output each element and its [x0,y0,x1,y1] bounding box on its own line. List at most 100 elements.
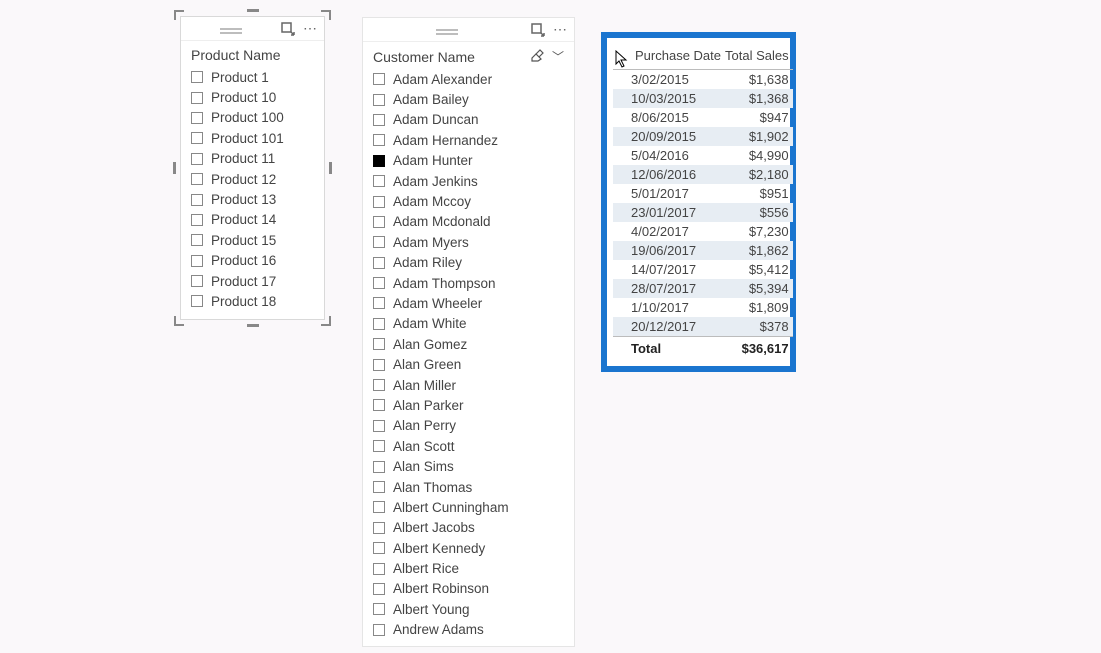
table-row[interactable]: 28/07/2017$5,394 [613,279,793,298]
table-row[interactable]: 23/01/2017$556 [613,203,793,222]
slicer-item[interactable]: Alan Scott [373,436,570,456]
checkbox-icon[interactable] [191,295,203,307]
slicer-item[interactable]: Adam Hunter [373,151,570,171]
checkbox-icon[interactable] [373,73,385,85]
checkbox-icon[interactable] [191,173,203,185]
slicer-item[interactable]: Adam White [373,314,570,334]
checkbox-icon[interactable] [373,359,385,371]
slicer-item[interactable]: Product 15 [191,230,320,250]
sales-table-visual[interactable]: Purchase Date Total Sales 3/02/2015$1,63… [601,32,796,372]
checkbox-icon[interactable] [373,236,385,248]
table-row[interactable]: 3/02/2015$1,638 [613,70,793,90]
slicer-item[interactable]: Alan Green [373,354,570,374]
table-row[interactable]: 8/06/2015$947 [613,108,793,127]
checkbox-icon[interactable] [373,501,385,513]
checkbox-icon[interactable] [191,112,203,124]
checkbox-icon[interactable] [373,318,385,330]
customer-slicer[interactable]: ⋯ Customer Name ﹀ Adam AlexanderAdam Bai… [362,17,575,647]
slicer-item[interactable]: Product 101 [191,128,320,148]
checkbox-icon[interactable] [373,522,385,534]
slicer-item[interactable]: Product 100 [191,108,320,128]
column-header-date[interactable]: Purchase Date [613,44,723,70]
checkbox-icon[interactable] [373,481,385,493]
checkbox-icon[interactable] [191,234,203,246]
slicer-item[interactable]: Product 12 [191,169,320,189]
drag-grip-icon[interactable] [369,29,524,31]
checkbox-icon[interactable] [191,255,203,267]
checkbox-icon[interactable] [191,71,203,83]
checkbox-icon[interactable] [373,155,385,167]
slicer-item[interactable]: Andrew Adams [373,620,570,640]
slicer-item[interactable]: Product 10 [191,87,320,107]
checkbox-icon[interactable] [373,175,385,187]
table-row[interactable]: 19/06/2017$1,862 [613,241,793,260]
checkbox-icon[interactable] [191,214,203,226]
checkbox-icon[interactable] [373,542,385,554]
slicer-item[interactable]: Albert Young [373,599,570,619]
checkbox-icon[interactable] [191,194,203,206]
table-row[interactable]: 14/07/2017$5,412 [613,260,793,279]
slicer-item[interactable]: Product 11 [191,149,320,169]
slicer-item[interactable]: Adam Wheeler [373,293,570,313]
checkbox-icon[interactable] [373,583,385,595]
table-row[interactable]: 10/03/2015$1,368 [613,89,793,108]
slicer-item[interactable]: Product 13 [191,189,320,209]
checkbox-icon[interactable] [373,461,385,473]
focus-mode-icon[interactable] [530,22,546,38]
chevron-down-icon[interactable]: ﹀ [552,48,564,65]
checkbox-icon[interactable] [373,563,385,575]
checkbox-icon[interactable] [373,257,385,269]
checkbox-icon[interactable] [191,92,203,104]
table-row[interactable]: 5/04/2016$4,990 [613,146,793,165]
slicer-item[interactable]: Adam Jenkins [373,171,570,191]
checkbox-icon[interactable] [373,196,385,208]
slicer-item[interactable]: Adam Mccoy [373,191,570,211]
slicer-item[interactable]: Adam Mcdonald [373,212,570,232]
table-row[interactable]: 12/06/2016$2,180 [613,165,793,184]
slicer-item[interactable]: Product 18 [191,291,320,311]
slicer-item[interactable]: Alan Gomez [373,334,570,354]
table-row[interactable]: 4/02/2017$7,230 [613,222,793,241]
checkbox-icon[interactable] [373,216,385,228]
more-options-icon[interactable]: ⋯ [302,21,318,37]
slicer-item[interactable]: Product 14 [191,210,320,230]
table-row[interactable]: 1/10/2017$1,809 [613,298,793,317]
slicer-item[interactable]: Adam Duncan [373,110,570,130]
slicer-item[interactable]: Alan Perry [373,416,570,436]
column-header-sales[interactable]: Total Sales [723,44,793,70]
checkbox-icon[interactable] [191,275,203,287]
checkbox-icon[interactable] [373,114,385,126]
slicer-item[interactable]: Adam Myers [373,232,570,252]
focus-mode-icon[interactable] [280,21,296,37]
checkbox-icon[interactable] [373,379,385,391]
drag-grip-icon[interactable] [187,28,274,30]
slicer-item[interactable]: Albert Cunningham [373,497,570,517]
product-slicer[interactable]: ⋯ Product Name Product 1Product 10Produc… [180,16,325,320]
clear-filter-icon[interactable] [530,48,544,65]
checkbox-icon[interactable] [373,94,385,106]
checkbox-icon[interactable] [373,338,385,350]
table-row[interactable]: 20/09/2015$1,902 [613,127,793,146]
checkbox-icon[interactable] [373,134,385,146]
slicer-item[interactable]: Product 1 [191,67,320,87]
slicer-item[interactable]: Alan Thomas [373,477,570,497]
slicer-item[interactable]: Adam Hernandez [373,130,570,150]
slicer-item[interactable]: Alan Sims [373,456,570,476]
slicer-item[interactable]: Product 17 [191,271,320,291]
checkbox-icon[interactable] [373,277,385,289]
checkbox-icon[interactable] [191,132,203,144]
slicer-item[interactable]: Adam Bailey [373,89,570,109]
table-row[interactable]: 20/12/2017$378 [613,317,793,337]
table-row[interactable]: 5/01/2017$951 [613,184,793,203]
slicer-item[interactable]: Albert Jacobs [373,518,570,538]
slicer-item[interactable]: Albert Robinson [373,579,570,599]
slicer-item[interactable]: Adam Riley [373,253,570,273]
slicer-item[interactable]: Albert Rice [373,558,570,578]
checkbox-icon[interactable] [191,153,203,165]
slicer-item[interactable]: Albert Kennedy [373,538,570,558]
checkbox-icon[interactable] [373,297,385,309]
checkbox-icon[interactable] [373,420,385,432]
slicer-item[interactable]: Product 16 [191,251,320,271]
slicer-item[interactable]: Alan Miller [373,375,570,395]
checkbox-icon[interactable] [373,440,385,452]
